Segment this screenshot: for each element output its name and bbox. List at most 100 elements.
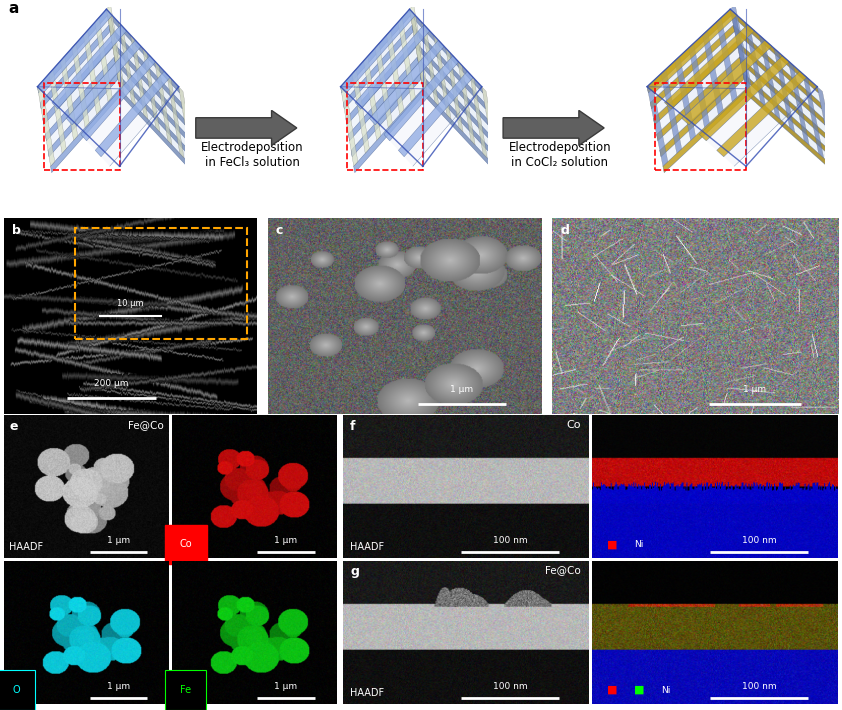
Bar [655,82,746,170]
Polygon shape [38,9,120,166]
Text: 200 μm: 200 μm [94,379,129,388]
Polygon shape [730,9,751,94]
Text: 100 nm: 100 nm [493,682,527,691]
Polygon shape [95,71,170,157]
Polygon shape [664,25,754,109]
Polygon shape [423,89,496,173]
Polygon shape [700,55,790,141]
Text: a: a [8,1,19,16]
Polygon shape [354,89,424,173]
Polygon shape [420,73,493,157]
Polygon shape [802,74,823,158]
Text: ■: ■ [634,685,644,695]
Polygon shape [653,41,738,125]
Polygon shape [384,55,459,141]
Polygon shape [167,74,184,158]
Text: 100 nm: 100 nm [742,536,776,545]
Polygon shape [422,22,439,106]
Polygon shape [717,71,807,157]
Text: ■: ■ [607,685,617,695]
Polygon shape [179,87,196,171]
Polygon shape [788,61,809,145]
Polygon shape [663,89,748,173]
Bar [347,82,423,170]
Polygon shape [734,87,818,166]
Polygon shape [413,25,486,109]
Polygon shape [647,9,737,93]
Polygon shape [106,9,192,166]
Polygon shape [702,31,723,114]
Text: Electrodeposition
in FeCl₃ solution: Electrodeposition in FeCl₃ solution [201,141,304,169]
Polygon shape [661,69,682,153]
Polygon shape [83,31,101,114]
Text: d: d [560,224,569,237]
Polygon shape [730,4,751,89]
Polygon shape [730,9,833,166]
Text: 1 μm: 1 μm [274,682,297,691]
Polygon shape [109,25,183,109]
Polygon shape [434,35,451,119]
Polygon shape [67,40,141,125]
Polygon shape [375,43,392,128]
Polygon shape [106,9,179,93]
Polygon shape [717,18,737,102]
Text: 100 nm: 100 nm [742,682,776,691]
Polygon shape [689,43,710,128]
Polygon shape [415,41,488,125]
Polygon shape [759,35,781,119]
Polygon shape [657,57,741,141]
Polygon shape [43,41,113,125]
Polygon shape [117,73,190,157]
Text: f: f [350,420,355,432]
FancyArrow shape [504,110,605,146]
Text: 1 μm: 1 μm [107,536,130,545]
Polygon shape [818,87,839,171]
Polygon shape [109,87,179,166]
Polygon shape [72,43,89,128]
Polygon shape [341,9,423,166]
Polygon shape [61,56,77,141]
Text: 1 μm: 1 μm [743,386,766,394]
Polygon shape [409,9,482,93]
Polygon shape [482,87,499,171]
Text: Fe@Co: Fe@Co [128,420,163,430]
Polygon shape [743,73,831,157]
Text: Ni: Ni [661,686,670,695]
Polygon shape [106,4,124,89]
Polygon shape [155,61,172,145]
Text: O: O [13,685,20,695]
Polygon shape [458,61,475,145]
Polygon shape [470,74,488,158]
Text: HAADF: HAADF [9,542,43,552]
Bar [44,82,120,170]
Text: Co: Co [180,540,193,550]
Polygon shape [650,25,734,109]
Polygon shape [95,18,112,102]
Polygon shape [386,31,404,114]
Text: HAADF: HAADF [350,688,384,698]
Polygon shape [120,89,193,173]
Polygon shape [413,87,482,166]
Polygon shape [349,57,418,141]
Text: Ni: Ni [634,540,643,550]
Polygon shape [131,35,148,119]
Polygon shape [409,4,427,89]
Polygon shape [674,56,695,141]
Polygon shape [660,73,744,157]
Polygon shape [737,41,825,125]
Polygon shape [746,89,834,173]
Text: Fe@Co: Fe@Co [546,565,581,575]
Polygon shape [38,9,179,166]
Polygon shape [682,40,772,125]
Polygon shape [106,9,124,94]
Polygon shape [352,69,370,153]
Polygon shape [112,41,185,125]
Polygon shape [409,9,427,94]
Text: b: b [12,224,21,237]
Polygon shape [647,9,732,93]
Text: 1 μm: 1 μm [274,536,297,545]
Polygon shape [48,73,118,157]
Polygon shape [647,9,746,166]
Polygon shape [733,25,822,109]
Text: Electrodeposition
in CoCl₂ solution: Electrodeposition in CoCl₂ solution [509,141,611,169]
